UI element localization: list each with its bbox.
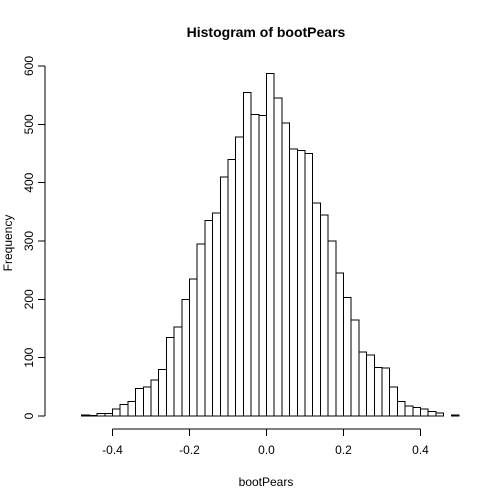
histogram-bar — [88, 414, 98, 417]
y-axis: 0 100 200 300 400 500 600 — [22, 56, 46, 419]
histogram-bar — [266, 73, 275, 417]
x-axis: -0.4 -0.2 0.0 0.2 0.4 — [102, 428, 429, 457]
histogram-bar — [242, 91, 252, 417]
histogram-bar — [435, 412, 445, 417]
histogram-bar — [343, 297, 352, 417]
histogram-bar — [427, 410, 437, 417]
y-tick-label: 400 — [22, 172, 36, 192]
y-axis-label: Frequency — [1, 215, 15, 272]
histogram-bar — [219, 176, 229, 417]
histogram-bar — [196, 243, 206, 417]
histogram-bar — [150, 379, 160, 417]
histogram-bar — [373, 367, 383, 417]
histogram-bar — [250, 113, 260, 417]
x-tick-label: 0.4 — [412, 443, 429, 457]
histogram-bar — [204, 220, 214, 417]
y-tick-label: 300 — [22, 231, 36, 251]
histogram-bar — [289, 148, 298, 417]
histogram-bar — [96, 413, 106, 417]
y-tick-label: 0 — [22, 412, 36, 419]
histogram-bar — [420, 408, 429, 417]
histogram-bar — [381, 367, 391, 417]
histogram-bar — [358, 351, 368, 417]
histogram-bar — [304, 153, 314, 417]
histogram-bar — [135, 388, 144, 417]
histogram-bar — [312, 202, 321, 417]
histogram-bar — [450, 414, 460, 417]
y-tick-label: 200 — [22, 289, 36, 309]
x-tick-label: 0.0 — [258, 443, 275, 457]
histogram-bar — [327, 240, 337, 417]
histogram-bar — [112, 408, 121, 417]
histogram-bar — [404, 405, 414, 417]
histogram-bar — [350, 319, 360, 417]
histogram-bar — [227, 158, 237, 417]
chart-title: Histogram of bootPears — [187, 24, 346, 40]
histogram-bar — [173, 326, 183, 417]
histogram-bar — [396, 400, 406, 417]
x-tick-label: 0.2 — [335, 443, 352, 457]
histogram-bar — [412, 406, 421, 417]
histogram-bar — [165, 336, 175, 417]
histogram-bar — [296, 150, 306, 417]
histogram-bar — [235, 136, 244, 417]
histogram-bar — [127, 400, 137, 417]
histogram-bar — [181, 298, 191, 417]
histogram-bar — [81, 414, 90, 417]
histogram-bar — [258, 115, 267, 417]
histogram-bar — [142, 386, 152, 417]
histogram-bar — [119, 403, 129, 417]
histogram-bar — [319, 214, 329, 417]
bars-group — [81, 73, 460, 417]
histogram-bar — [273, 97, 283, 417]
x-axis-label: bootPears — [239, 475, 294, 489]
histogram-bar — [212, 212, 221, 417]
histogram-bar — [158, 368, 167, 417]
histogram-bar — [366, 354, 375, 417]
histogram-bar — [389, 386, 398, 417]
y-tick-label: 100 — [22, 347, 36, 367]
y-tick-label: 600 — [22, 56, 36, 76]
histogram-bar — [335, 272, 344, 417]
x-tick-label: -0.4 — [102, 443, 123, 457]
x-tick-label: -0.2 — [179, 443, 200, 457]
histogram-bar — [104, 413, 114, 417]
y-tick-label: 500 — [22, 114, 36, 134]
histogram-bar — [189, 278, 198, 417]
histogram-bar — [281, 122, 291, 417]
